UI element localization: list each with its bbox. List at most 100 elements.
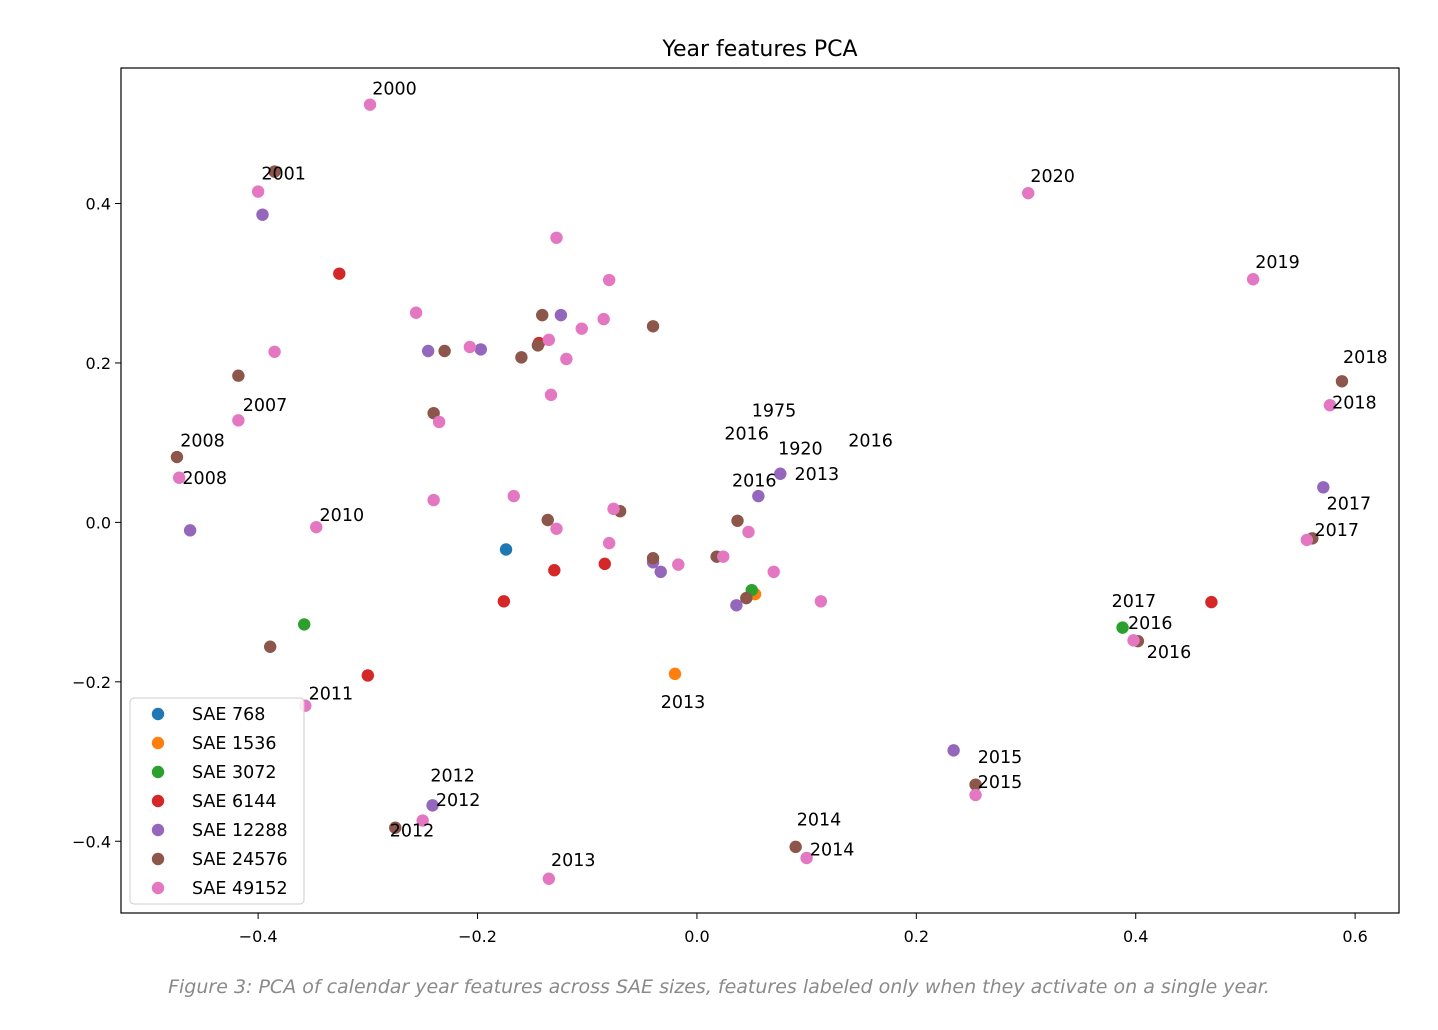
data-point xyxy=(969,788,982,802)
data-point xyxy=(1246,273,1260,286)
data-point xyxy=(515,351,528,364)
y-tick-label: −0.2 xyxy=(72,673,111,692)
data-point xyxy=(554,308,568,322)
data-point xyxy=(232,414,245,427)
y-tick-label: 0.4 xyxy=(86,195,111,214)
data-point xyxy=(541,513,554,527)
point-labels: 2000200120072008200820102011201220122012… xyxy=(180,79,1387,871)
data-point xyxy=(789,840,802,854)
data-point xyxy=(731,514,744,527)
y-tick-label: −0.4 xyxy=(72,832,111,851)
data-point xyxy=(668,667,682,681)
point-label: 2018 xyxy=(1332,393,1377,413)
data-point xyxy=(232,369,245,382)
data-point xyxy=(550,231,563,244)
data-point xyxy=(263,640,277,653)
legend-entry-label: SAE 12288 xyxy=(192,821,288,841)
x-tick-label: −0.4 xyxy=(239,927,278,946)
data-point xyxy=(752,489,765,503)
legend-entry-label: SAE 3072 xyxy=(192,763,277,783)
point-label: 2012 xyxy=(430,766,475,786)
data-point xyxy=(646,320,660,333)
data-point xyxy=(1317,481,1330,494)
data-point xyxy=(1300,533,1314,547)
legend-box xyxy=(129,697,305,905)
point-label: 2012 xyxy=(390,821,435,841)
data-point xyxy=(602,536,616,550)
point-label: 2012 xyxy=(436,791,481,811)
data-point xyxy=(947,744,960,757)
point-label: 2014 xyxy=(810,841,855,861)
point-label: 2015 xyxy=(978,748,1023,768)
point-label: 2016 xyxy=(848,432,893,452)
data-point xyxy=(172,471,186,484)
point-label: 2015 xyxy=(978,773,1023,793)
data-point xyxy=(800,851,813,865)
data-point xyxy=(672,558,685,571)
data-point xyxy=(409,306,423,319)
data-point xyxy=(427,493,440,507)
data-point xyxy=(1022,186,1035,200)
data-point xyxy=(474,343,488,356)
point-label: 2011 xyxy=(309,684,354,704)
legend-entry-label: SAE 768 xyxy=(192,705,265,725)
point-label: 1975 xyxy=(752,401,797,421)
legend-marker xyxy=(151,707,165,721)
point-label: 2008 xyxy=(180,432,225,452)
data-point xyxy=(507,489,520,503)
data-point xyxy=(389,821,402,834)
plot-frame xyxy=(120,67,1400,914)
data-point xyxy=(654,565,667,579)
data-point xyxy=(268,345,281,358)
data-point xyxy=(730,599,743,612)
x-tick-label: 0.2 xyxy=(904,927,929,946)
point-label: 2018 xyxy=(1343,348,1388,368)
legend-marker xyxy=(151,794,165,808)
data-point xyxy=(438,344,451,358)
point-label: 2000 xyxy=(372,79,417,99)
data-point xyxy=(542,333,556,347)
data-point xyxy=(421,344,435,358)
point-label: 2016 xyxy=(1128,614,1173,634)
data-point xyxy=(310,520,323,534)
y-tick-label: 0.2 xyxy=(86,354,111,373)
legend: SAE 768 SAE 1536 SAE 3072 SAE 6144 SAE 12288… xyxy=(129,697,305,905)
data-point xyxy=(646,552,660,565)
data-point xyxy=(1116,621,1129,634)
y-tick-label: 0.0 xyxy=(86,513,111,532)
chart-title: Year features PCA xyxy=(661,37,857,62)
data-point xyxy=(531,339,545,352)
legend-entry-label: SAE 24576 xyxy=(192,850,288,870)
data-point xyxy=(602,273,616,287)
point-label: 2010 xyxy=(320,506,365,526)
point-label: 2016 xyxy=(1147,643,1192,663)
data-point xyxy=(1335,375,1349,388)
data-point xyxy=(268,165,281,178)
legend-entry-label: SAE 1536 xyxy=(192,734,277,754)
data-point xyxy=(598,557,611,571)
data-point xyxy=(597,312,610,326)
data-point xyxy=(256,208,269,221)
point-label: 2013 xyxy=(661,693,706,713)
data-point xyxy=(432,415,446,429)
legend-marker xyxy=(151,852,165,866)
point-label: 2013 xyxy=(795,465,840,485)
data-point xyxy=(717,550,730,563)
data-point xyxy=(363,98,377,111)
data-point xyxy=(251,185,265,198)
data-point xyxy=(297,618,311,631)
point-label: 2001 xyxy=(261,165,306,185)
y-axis: −0.4 −0.2 0.0 0.2 0.4 xyxy=(72,195,121,851)
point-label: 2016 xyxy=(724,424,769,444)
data-point xyxy=(560,352,573,366)
data-point xyxy=(499,543,513,556)
legend-marker xyxy=(151,881,165,895)
data-point xyxy=(170,450,184,464)
point-label: 2020 xyxy=(1030,167,1075,187)
legend-marker xyxy=(151,823,165,837)
data-point xyxy=(1323,399,1337,412)
scatter-points xyxy=(170,98,1349,885)
data-point xyxy=(969,778,982,791)
point-label: 2016 xyxy=(732,472,777,492)
x-tick-label: 0.4 xyxy=(1123,927,1148,946)
